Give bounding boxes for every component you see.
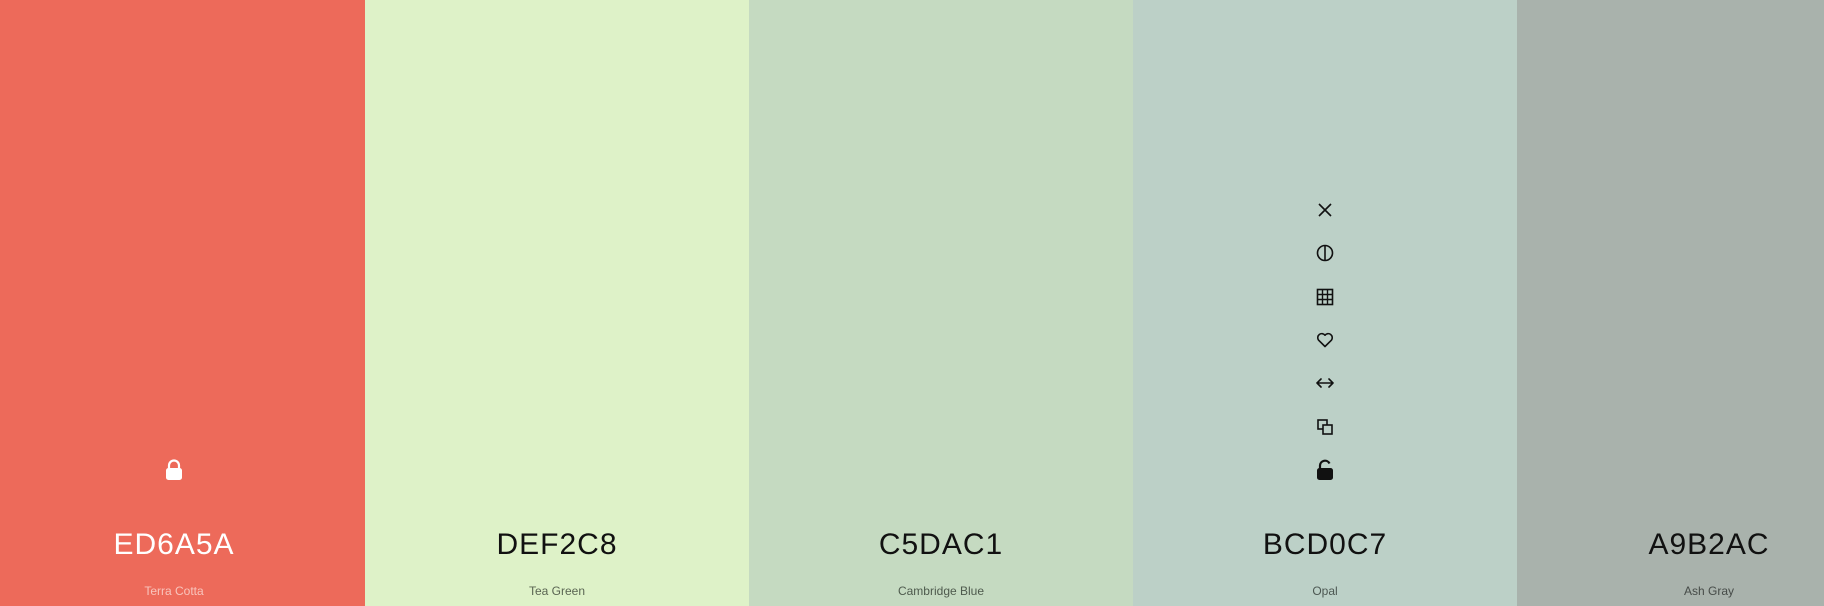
- copy-icon[interactable]: [1313, 415, 1337, 439]
- swatch-tea-green[interactable]: DEF2C8 Tea Green: [365, 0, 749, 606]
- unlock-icon[interactable]: [1313, 458, 1337, 482]
- heart-icon[interactable]: [1313, 328, 1337, 352]
- close-icon[interactable]: [1313, 198, 1337, 222]
- color-name[interactable]: Cambridge Blue: [897, 584, 985, 598]
- lock-icon[interactable]: [162, 458, 186, 482]
- hex-code[interactable]: ED6A5A: [113, 528, 235, 561]
- swatch-ash-gray[interactable]: A9B2AC Ash Gray: [1517, 0, 1824, 606]
- swatch-opal[interactable]: BCD0C7 Opal: [1133, 0, 1517, 606]
- swatch-content: ED6A5A Terra Cotta: [0, 0, 348, 606]
- swatch-content: BCD0C7 Opal: [1133, 0, 1517, 606]
- contrast-icon[interactable]: [1313, 241, 1337, 265]
- swatch-content: DEF2C8 Tea Green: [365, 0, 749, 606]
- swatch-content: A9B2AC Ash Gray: [1517, 0, 1824, 606]
- color-name[interactable]: Terra Cotta: [144, 584, 204, 598]
- hex-code[interactable]: DEF2C8: [496, 528, 618, 561]
- color-name[interactable]: Opal: [1312, 584, 1338, 598]
- hex-code[interactable]: BCD0C7: [1262, 528, 1388, 561]
- hex-code[interactable]: A9B2AC: [1648, 528, 1770, 561]
- color-name[interactable]: Tea Green: [528, 584, 586, 598]
- swatch-content: C5DAC1 Cambridge Blue: [749, 0, 1133, 606]
- shades-grid-icon[interactable]: [1313, 285, 1337, 309]
- swatch-terra-cotta[interactable]: ED6A5A Terra Cotta: [0, 0, 365, 606]
- hex-code[interactable]: C5DAC1: [878, 528, 1004, 561]
- drag-arrows-icon[interactable]: [1313, 371, 1337, 395]
- color-name[interactable]: Ash Gray: [1683, 584, 1734, 598]
- swatch-cambridge-blue[interactable]: C5DAC1 Cambridge Blue: [749, 0, 1133, 606]
